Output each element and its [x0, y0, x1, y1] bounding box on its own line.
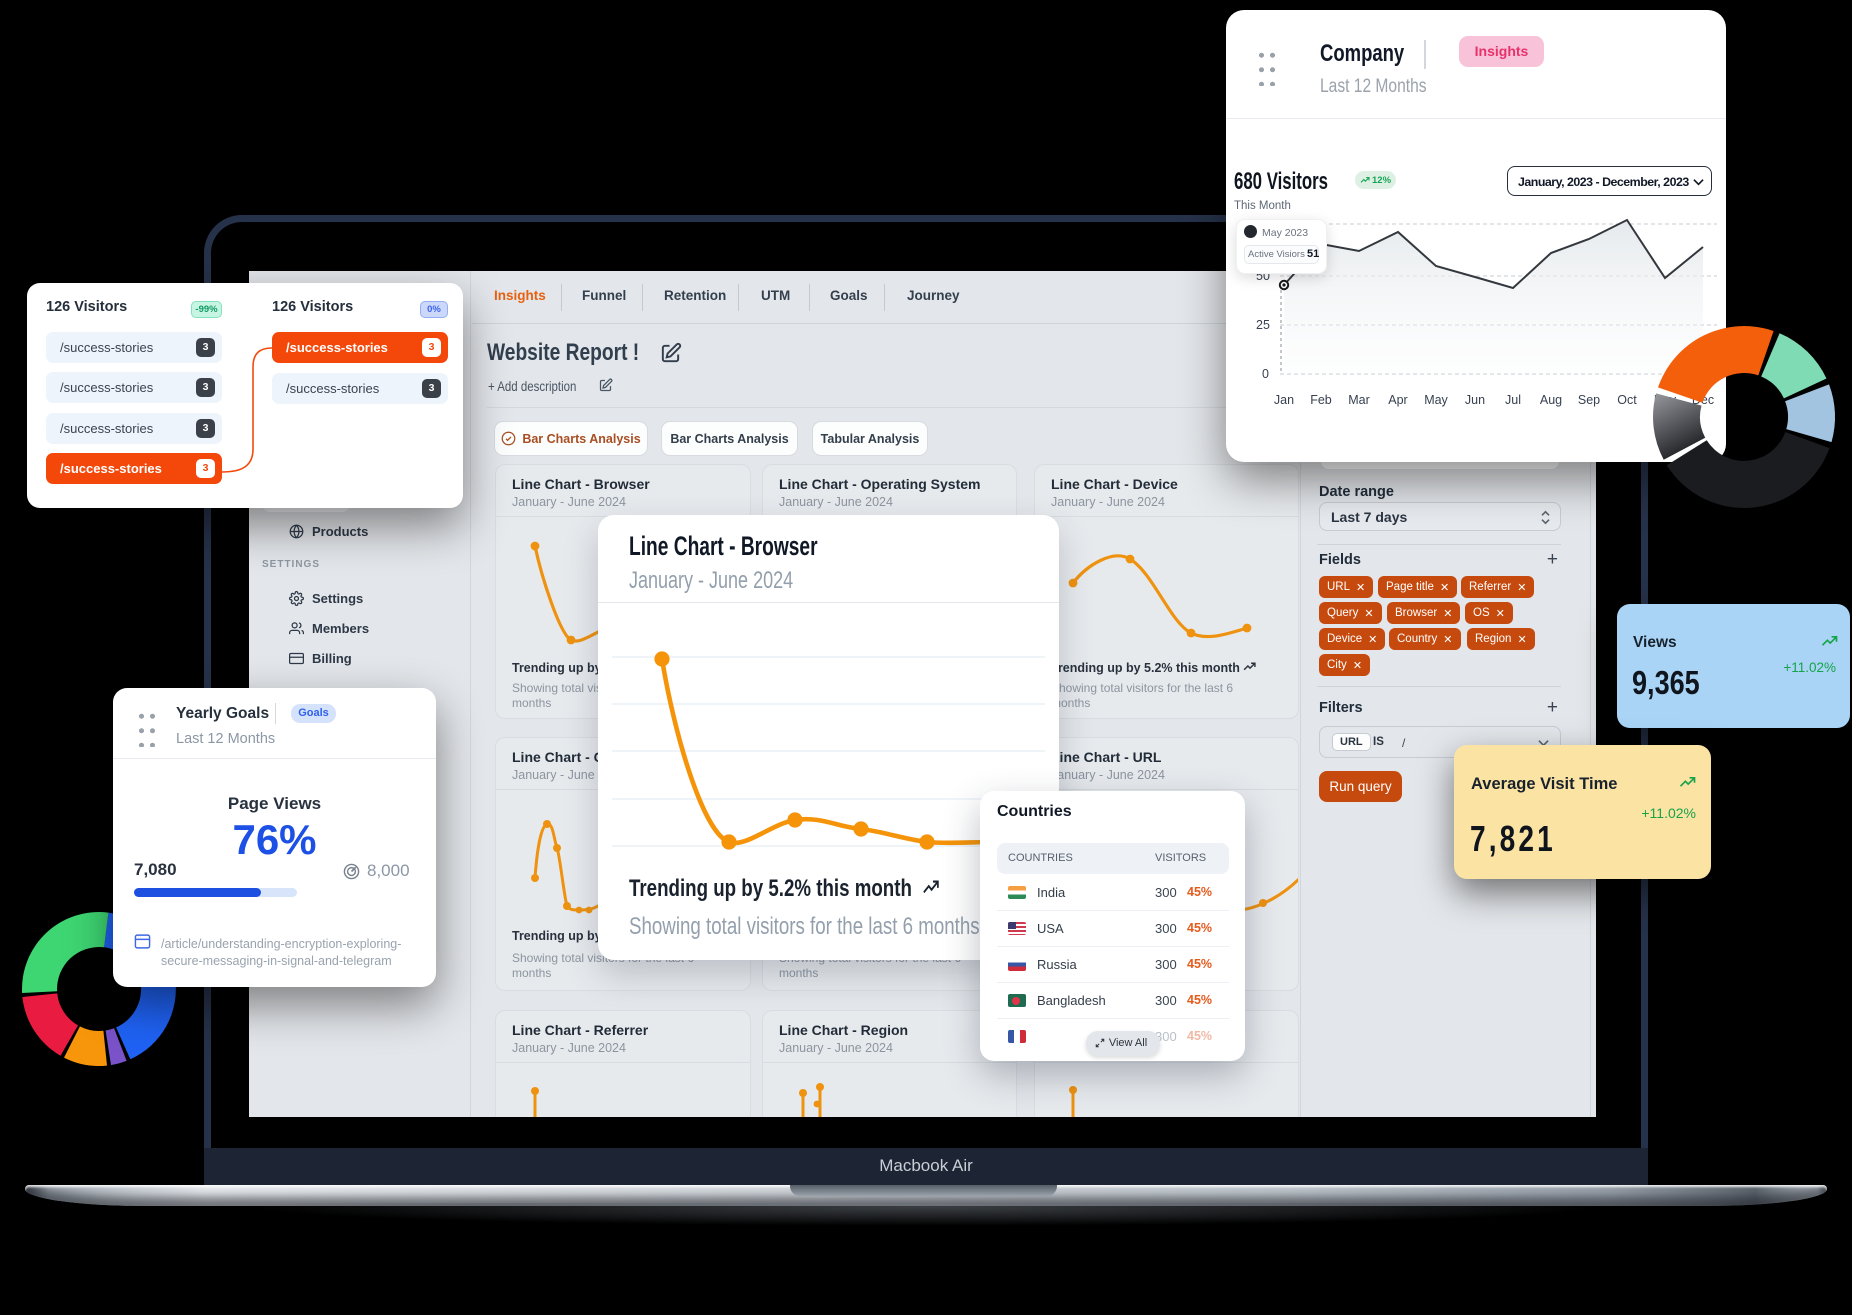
svg-text:Sep: Sep: [1578, 393, 1600, 407]
svg-text:Aug: Aug: [1540, 393, 1562, 407]
svg-text:25: 25: [1256, 318, 1270, 332]
svg-text:Oct: Oct: [1617, 393, 1637, 407]
svg-text:0: 0: [1262, 367, 1269, 381]
svg-text:Jul: Jul: [1505, 393, 1521, 407]
svg-text:Jan: Jan: [1274, 393, 1294, 407]
svg-text:Apr: Apr: [1388, 393, 1407, 407]
svg-text:Feb: Feb: [1310, 393, 1332, 407]
svg-text:Jun: Jun: [1465, 393, 1485, 407]
svg-text:Mar: Mar: [1348, 393, 1370, 407]
svg-text:May: May: [1424, 393, 1448, 407]
